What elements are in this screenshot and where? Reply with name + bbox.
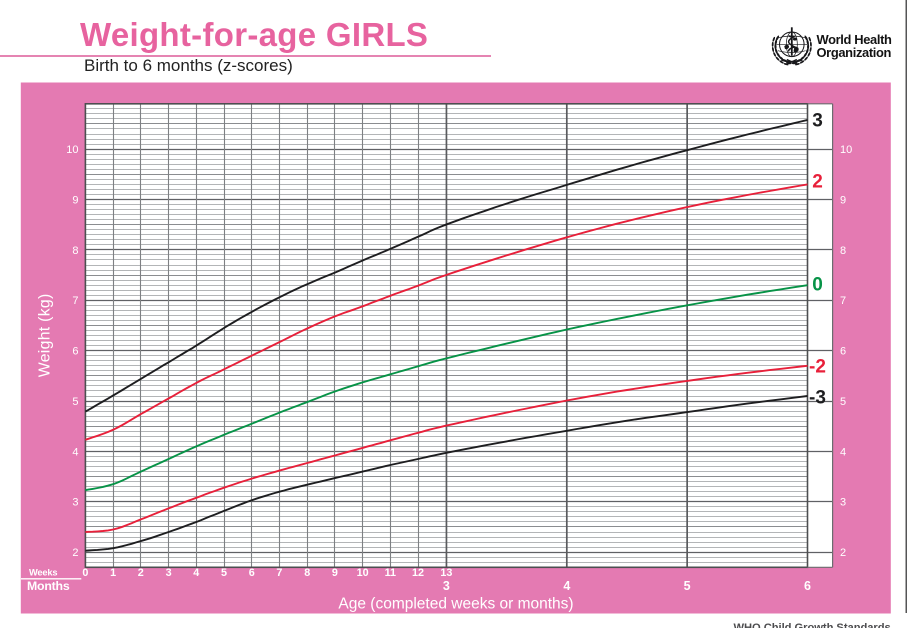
svg-text:Weeks: Weeks xyxy=(29,568,57,578)
svg-text:9: 9 xyxy=(332,567,338,579)
svg-text:3: 3 xyxy=(72,497,78,509)
svg-text:4: 4 xyxy=(193,567,199,579)
svg-text:0: 0 xyxy=(82,567,88,579)
svg-text:1: 1 xyxy=(110,567,116,579)
svg-text:6: 6 xyxy=(72,346,78,358)
svg-text:10: 10 xyxy=(840,144,852,156)
svg-text:4: 4 xyxy=(840,446,846,458)
svg-text:8: 8 xyxy=(72,245,78,257)
svg-text:2: 2 xyxy=(138,567,144,579)
svg-text:-3: -3 xyxy=(809,388,826,409)
svg-text:0: 0 xyxy=(812,275,823,296)
svg-text:6: 6 xyxy=(249,567,255,579)
svg-text:6: 6 xyxy=(840,346,846,358)
svg-text:8: 8 xyxy=(840,245,846,257)
svg-text:8: 8 xyxy=(304,567,310,579)
svg-text:12: 12 xyxy=(412,567,424,579)
svg-text:7: 7 xyxy=(276,567,282,579)
svg-text:2: 2 xyxy=(72,547,78,559)
svg-text:2: 2 xyxy=(840,547,846,559)
svg-text:6: 6 xyxy=(804,579,811,593)
svg-text:Weight (kg): Weight (kg) xyxy=(36,293,53,377)
svg-text:Months: Months xyxy=(27,579,70,593)
svg-text:5: 5 xyxy=(684,579,691,593)
svg-text:10: 10 xyxy=(66,144,78,156)
svg-text:3: 3 xyxy=(166,567,172,579)
svg-text:9: 9 xyxy=(840,194,846,206)
svg-text:3: 3 xyxy=(812,111,823,132)
svg-text:5: 5 xyxy=(221,567,227,579)
svg-text:4: 4 xyxy=(563,579,570,593)
svg-text:9: 9 xyxy=(72,194,78,206)
svg-text:11: 11 xyxy=(385,567,396,579)
svg-text:7: 7 xyxy=(840,295,846,307)
svg-text:3: 3 xyxy=(840,497,846,509)
svg-text:5: 5 xyxy=(72,396,78,408)
svg-text:2: 2 xyxy=(812,172,823,193)
svg-text:13: 13 xyxy=(440,567,452,579)
svg-text:-2: -2 xyxy=(809,357,826,378)
svg-text:3: 3 xyxy=(443,579,450,593)
svg-text:4: 4 xyxy=(72,446,78,458)
svg-text:Age (completed weeks or months: Age (completed weeks or months) xyxy=(338,596,573,613)
svg-text:7: 7 xyxy=(72,295,78,307)
svg-text:5: 5 xyxy=(840,396,846,408)
svg-text:10: 10 xyxy=(357,567,369,579)
